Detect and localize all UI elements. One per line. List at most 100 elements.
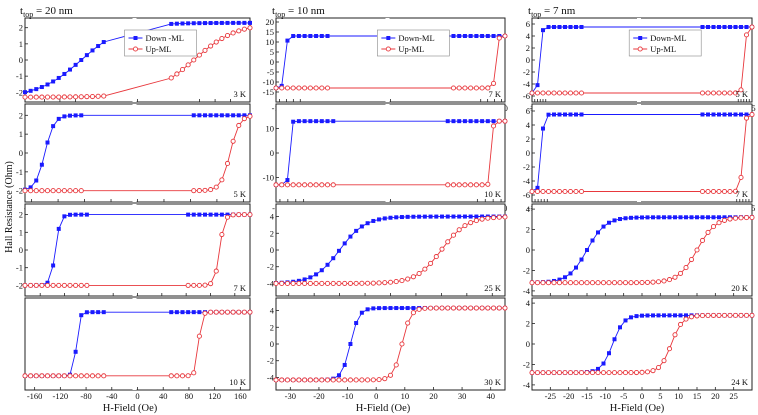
up-ml-point <box>365 280 371 286</box>
x-tick-label: 30 <box>458 391 467 401</box>
down-ml-point <box>191 113 196 118</box>
up-ml-point <box>606 280 612 286</box>
up-ml-point <box>290 280 296 287</box>
legend-box <box>628 29 702 57</box>
down-ml-point <box>546 25 551 30</box>
up-ml-point <box>606 370 612 376</box>
down-ml-point <box>214 113 219 118</box>
down-ml-point <box>722 215 727 220</box>
x-tick-label: -160 <box>27 391 43 401</box>
down-ml-point <box>480 34 485 38</box>
down-ml-point <box>394 306 399 311</box>
y-tick-label: -1 <box>16 263 23 273</box>
up-ml-point <box>595 280 601 286</box>
down-ml-point <box>399 306 404 311</box>
down-ml-point <box>73 113 78 118</box>
down-ml-point <box>302 277 307 282</box>
up-ml-point <box>22 282 28 288</box>
down-ml-point <box>314 272 319 277</box>
down-ml-point <box>706 112 710 117</box>
legend-down-marker <box>386 36 391 40</box>
up-ml-point <box>230 138 236 144</box>
y-tick-label: -1 <box>16 71 23 81</box>
up-ml-point <box>661 358 667 364</box>
up-ml-point <box>749 214 755 221</box>
up-ml-point <box>749 111 755 118</box>
up-ml-point <box>247 113 253 119</box>
down-ml-point <box>574 25 578 29</box>
up-ml-point <box>445 305 451 311</box>
down-ml-point <box>291 34 296 39</box>
up-ml-point <box>622 370 629 376</box>
down-ml-point <box>296 34 301 39</box>
x-tick-label: 40 <box>486 391 495 401</box>
up-ml-point <box>39 188 45 194</box>
down-ml-point <box>673 215 677 220</box>
down-ml-point <box>722 112 727 117</box>
up-ml-point <box>650 368 656 374</box>
up-ml-point <box>330 377 336 383</box>
down-ml-point <box>208 113 213 118</box>
down-ml-point <box>219 212 224 217</box>
up-ml-point <box>710 90 717 96</box>
down-ml-point <box>563 25 567 29</box>
up-ml-point <box>551 370 557 376</box>
temperature-label: 7 K <box>488 89 501 99</box>
up-ml-point <box>28 94 34 100</box>
x-tick-label: -80 <box>80 391 91 401</box>
up-ml-point <box>450 182 457 188</box>
up-ml-point <box>611 370 618 376</box>
down-ml-point <box>371 218 376 223</box>
up-ml-point <box>296 280 302 287</box>
up-ml-point <box>296 182 302 188</box>
down-ml-point <box>308 275 313 280</box>
down-ml-point <box>354 321 359 326</box>
up-ml-point <box>73 282 79 288</box>
up-ml-point <box>529 188 535 195</box>
down-ml-point <box>197 212 202 217</box>
up-ml-point <box>224 214 231 220</box>
up-ml-point <box>353 377 359 383</box>
down-ml-point <box>371 306 376 311</box>
up-ml-point <box>302 280 308 287</box>
down-ml-point <box>382 306 387 311</box>
down-ml-point <box>203 113 207 118</box>
up-ml-point <box>573 188 579 195</box>
up-ml-point <box>743 32 750 38</box>
down-ml-point <box>596 230 600 235</box>
down-ml-point <box>336 373 341 378</box>
down-ml-point <box>689 215 694 220</box>
up-ml-point <box>241 309 247 315</box>
up-ml-point <box>727 216 733 222</box>
x-tick-label: 40 <box>159 391 168 401</box>
y-tick-label: 4 <box>526 298 531 308</box>
x-tick-label: 10 <box>401 391 410 401</box>
down-ml-point <box>73 349 78 354</box>
up-ml-point <box>219 309 225 315</box>
up-ml-point <box>677 270 684 276</box>
up-ml-point <box>738 312 744 318</box>
up-ml-point <box>230 30 236 36</box>
up-ml-point <box>179 67 186 73</box>
down-ml-point <box>546 112 551 117</box>
up-ml-point <box>468 305 474 311</box>
up-ml-point <box>284 280 291 287</box>
up-ml-point <box>545 90 552 96</box>
down-ml-point <box>541 28 545 33</box>
down-ml-point <box>457 34 462 38</box>
up-ml-point <box>50 188 56 194</box>
down-ml-point <box>684 313 688 318</box>
up-ml-point <box>573 370 579 376</box>
down-ml-point <box>722 25 727 29</box>
legend-up-label: Up-ML <box>398 44 424 54</box>
up-ml-point <box>496 214 502 220</box>
down-ml-point <box>219 20 224 25</box>
up-ml-point <box>179 373 186 379</box>
up-ml-point <box>551 188 557 195</box>
down-ml-point <box>197 21 202 26</box>
up-ml-point <box>445 239 451 245</box>
up-ml-point <box>468 85 474 91</box>
down-ml-point <box>574 265 578 270</box>
temperature-label: 7 K <box>735 189 748 199</box>
